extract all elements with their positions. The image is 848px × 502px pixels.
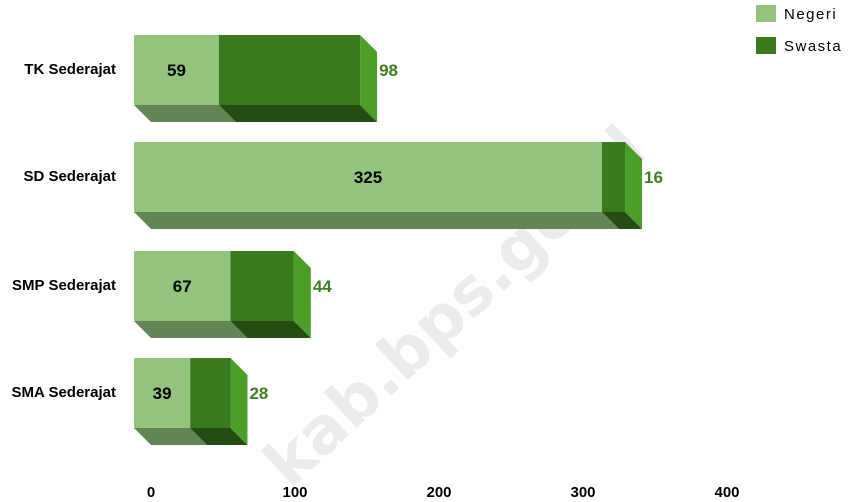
category-label-tk-sederajat: TK Sederajat bbox=[24, 61, 116, 78]
category-label-sma-sederajat: SMA Sederajat bbox=[12, 384, 116, 401]
bar-end-sd-sederajat bbox=[625, 142, 643, 229]
bar-bottom-negeri-sd-sederajat bbox=[134, 212, 619, 229]
value-label-negeri-sd-sederajat: 325 bbox=[354, 168, 382, 187]
x-tick-400: 400 bbox=[714, 484, 739, 501]
bar-swasta-sd-sederajat bbox=[602, 142, 626, 212]
legend-label-swasta: Swasta bbox=[784, 38, 842, 55]
bar-bottom-negeri-sma-sederajat bbox=[134, 428, 208, 445]
x-tick-300: 300 bbox=[570, 484, 595, 501]
bars: 59 98 325 16 67 44 39 28 bbox=[134, 35, 663, 445]
bar-end-sma-sederajat bbox=[230, 358, 248, 445]
bar-bottom-swasta-sma-sederajat bbox=[190, 428, 248, 445]
value-label-negeri-smp-sederajat: 67 bbox=[173, 277, 192, 296]
value-label-swasta-tk-sederajat: 98 bbox=[379, 61, 398, 80]
value-label-swasta-smp-sederajat: 44 bbox=[313, 277, 332, 296]
bar-swasta-sma-sederajat bbox=[190, 358, 231, 428]
legend: Negeri Swasta bbox=[756, 5, 842, 55]
x-tick-labels: 0 100 200 300 400 bbox=[147, 484, 740, 501]
bar-negeri-sd-sederajat bbox=[134, 142, 602, 212]
legend-label-negeri: Negeri bbox=[784, 6, 837, 23]
value-label-negeri-sma-sederajat: 39 bbox=[153, 384, 172, 403]
value-label-negeri-tk-sederajat: 59 bbox=[167, 61, 186, 80]
category-label-sd-sederajat: SD Sederajat bbox=[23, 168, 116, 185]
bar-end-smp-sederajat bbox=[293, 251, 311, 338]
bar-swasta-tk-sederajat bbox=[218, 35, 361, 105]
x-tick-100: 100 bbox=[282, 484, 307, 501]
bar-bottom-swasta-smp-sederajat bbox=[230, 321, 311, 338]
bar-bottom-negeri-tk-sederajat bbox=[134, 105, 236, 122]
bar-negeri-smp-sederajat bbox=[134, 251, 231, 321]
bar-negeri-sma-sederajat bbox=[134, 358, 191, 428]
category-label-smp-sederajat: SMP Sederajat bbox=[12, 277, 116, 294]
bar-bottom-swasta-sd-sederajat bbox=[602, 212, 643, 229]
value-label-swasta-sd-sederajat: 16 bbox=[644, 168, 663, 187]
x-tick-0: 0 bbox=[147, 484, 155, 501]
bar-end-tk-sederajat bbox=[360, 35, 378, 122]
x-tick-200: 200 bbox=[426, 484, 451, 501]
category-labels: TK Sederajat SD Sederajat SMP Sederajat SMA… bbox=[12, 61, 116, 401]
legend-swatch-negeri bbox=[756, 5, 776, 22]
bar-bottom-swasta-tk-sederajat bbox=[218, 105, 378, 122]
bar-negeri-tk-sederajat bbox=[134, 35, 219, 105]
legend-swatch-swasta bbox=[756, 37, 776, 54]
bar-swasta-smp-sederajat bbox=[230, 251, 294, 321]
value-label-swasta-sma-sederajat: 28 bbox=[249, 384, 268, 403]
bar-bottom-negeri-smp-sederajat bbox=[134, 321, 248, 338]
